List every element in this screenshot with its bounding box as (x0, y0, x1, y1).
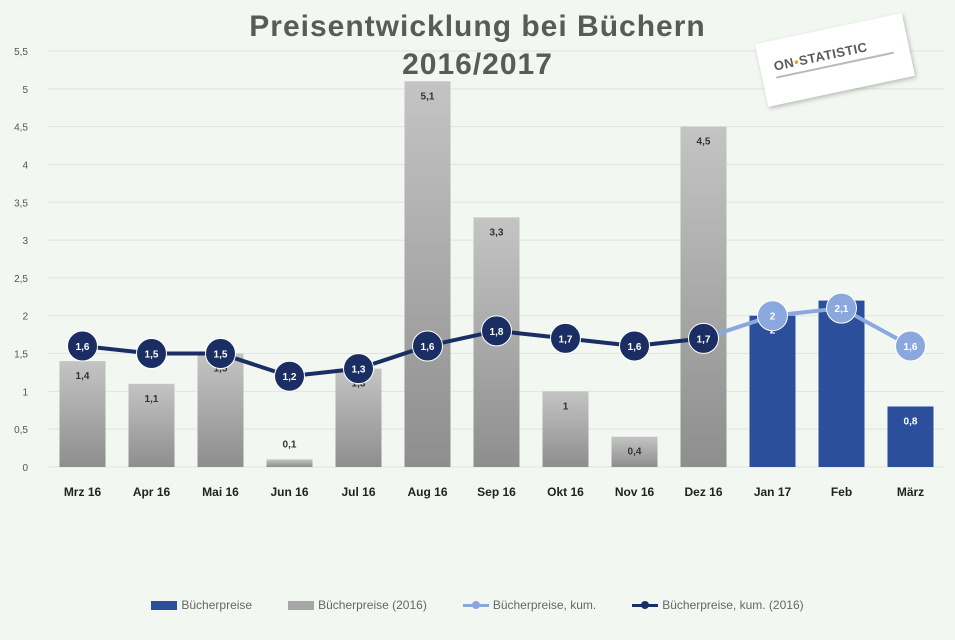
bar (749, 315, 796, 467)
line-point (619, 330, 650, 362)
bar (680, 126, 727, 468)
x-tick-label: Aug 16 (407, 485, 447, 499)
point-data-label: 1,6 (76, 342, 90, 353)
point-data-label: 1,6 (421, 342, 435, 353)
legend-swatch-line (632, 600, 659, 610)
bar-data-label: 0,1 (283, 439, 297, 450)
point-data-label: 1,7 (697, 334, 711, 345)
y-tick-label: 3,5 (14, 198, 28, 209)
series-line (702, 306, 912, 348)
legend-item: Bücherpreise, kum. (462, 598, 597, 612)
point-data-label: 2 (770, 312, 776, 323)
bar-data-label: 0,8 (904, 416, 918, 427)
line-point (826, 292, 857, 324)
point-data-label: 1,7 (559, 334, 573, 345)
y-tick-label: 5 (22, 85, 28, 96)
chart-legend: Bücherpreise Bücherpreise (2016) Bücherpre… (0, 598, 955, 612)
y-tick-label: 1 (22, 387, 28, 398)
legend-swatch-marker (641, 600, 650, 609)
line-point (688, 322, 719, 354)
x-tick-label: Okt 16 (547, 485, 584, 499)
legend-label: Bücherpreise (181, 598, 253, 612)
legend-item: Bücherpreise (2016) (288, 598, 427, 612)
y-tick-label: 3 (22, 236, 28, 247)
bar (335, 368, 382, 467)
y-tick-label: 2,5 (14, 274, 28, 285)
bar-data-label: 2 (770, 326, 776, 337)
x-tick-label: Jun 16 (270, 485, 308, 499)
bar-data-label: 0,4 (628, 447, 642, 458)
bar-data-label: 1,1 (145, 394, 159, 405)
bar (818, 300, 865, 467)
legend-swatch-bar (288, 600, 315, 610)
y-tick-label: 5,5 (14, 47, 28, 58)
line-point (67, 330, 98, 362)
line-point (550, 322, 581, 354)
y-tick-label: 0 (22, 463, 28, 474)
bar-data-label: 1,3 (352, 379, 366, 390)
x-tick-label: März (897, 485, 924, 499)
legend-swatch-line (462, 600, 489, 610)
x-tick-label: Jul 16 (341, 485, 375, 499)
bar-data-label: 4,5 (697, 137, 711, 148)
x-tick-label: Mai 16 (202, 485, 239, 499)
bar-data-label: 5,1 (421, 91, 435, 102)
line-point (136, 338, 167, 370)
line-point (205, 338, 236, 370)
bar (887, 406, 934, 467)
point-data-label: 1,8 (490, 327, 504, 338)
y-tick-label: 4,5 (14, 123, 28, 134)
x-tick-label: Apr 16 (133, 485, 171, 499)
x-tick-label: Nov 16 (615, 485, 655, 499)
legend-item: Bücherpreise, kum. (2016) (632, 598, 804, 612)
line-point (481, 315, 512, 347)
y-tick-label: 4 (22, 160, 28, 171)
bar (59, 361, 106, 467)
bar (542, 391, 589, 467)
bar-data-label: 1 (563, 401, 569, 412)
legend-label: Bücherpreise, kum. (492, 598, 597, 612)
y-tick-label: 1,5 (14, 350, 28, 361)
bar (611, 436, 658, 467)
x-tick-label: Feb (831, 485, 852, 499)
bar (197, 353, 244, 467)
bar-data-label: 1,4 (76, 371, 90, 382)
line-point (274, 360, 305, 392)
legend-label: Bücherpreise, kum. (2016) (662, 598, 804, 612)
line-point (895, 330, 926, 362)
legend-swatch-bar (151, 600, 178, 610)
x-tick-label: Mrz 16 (64, 485, 102, 499)
point-data-label: 2,1 (835, 304, 849, 315)
bar (266, 459, 313, 467)
legend-item: Bücherpreise (151, 598, 252, 612)
line-point (412, 330, 443, 362)
bar (404, 81, 451, 467)
point-data-label: 1,6 (628, 342, 642, 353)
legend-label: Bücherpreise (2016) (318, 598, 427, 612)
chart-title: Preisentwicklung bei Büchern 2016/2017 (0, 8, 955, 84)
y-tick-label: 0,5 (14, 425, 28, 436)
bar (128, 383, 175, 467)
x-tick-label: Jan 17 (754, 485, 792, 499)
point-data-label: 1,6 (904, 342, 918, 353)
x-tick-label: Sep 16 (477, 485, 516, 499)
x-tick-label: Dez 16 (684, 485, 722, 499)
point-data-label: 1,5 (214, 350, 228, 361)
line-point (757, 300, 788, 332)
series-line (82, 328, 704, 379)
point-data-label: 1,2 (283, 372, 297, 383)
point-data-label: 1,3 (352, 365, 366, 376)
bar-data-label: 1,5 (214, 364, 228, 375)
chart-title-line: Preisentwicklung bei Büchern (249, 10, 706, 43)
y-tick-label: 2 (22, 312, 28, 323)
legend-swatch-marker (471, 600, 480, 609)
point-data-label: 1,5 (145, 350, 159, 361)
line-point (343, 353, 374, 385)
bar-data-label: 3,3 (490, 227, 504, 238)
chart-subtitle: 2016/2017 (402, 48, 553, 81)
